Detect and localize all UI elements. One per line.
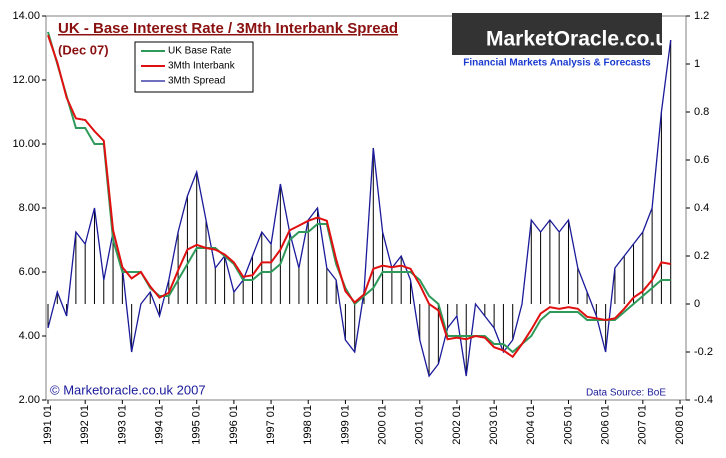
chart-subtitle: (Dec 07)	[58, 42, 109, 57]
logo-band	[452, 55, 662, 70]
y-tick-label: 10.00	[12, 138, 40, 150]
x-tick-label: 2006 01	[600, 405, 612, 445]
y-tick-label: 6.00	[19, 266, 40, 278]
x-tick-label: 1995 01	[191, 405, 203, 445]
x-tick-label: 1997 01	[265, 405, 277, 445]
x-tick-label: 1992 01	[79, 405, 91, 445]
legend-label: 3Mth Interbank	[168, 61, 236, 72]
y2-tick-label: -0.2	[694, 346, 713, 358]
x-tick-label: 1999 01	[339, 405, 351, 445]
x-tick-label: 2005 01	[562, 405, 574, 445]
y2-tick-label: 0	[694, 298, 700, 310]
x-tick-label: 1993 01	[116, 405, 128, 445]
y2-tick-label: 1	[694, 58, 700, 70]
x-tick-label: 2004 01	[525, 405, 537, 445]
x-tick-label: 1996 01	[228, 405, 240, 445]
legend-label: 3Mth Spread	[168, 76, 225, 87]
x-tick-label: 2008 01	[674, 405, 686, 445]
y-tick-label: 14.00	[12, 10, 40, 22]
y2-tick-label: 0.4	[694, 202, 709, 214]
x-tick-label: 1991 01	[42, 405, 54, 445]
copyright: © Marketoracle.co.uk 2007	[50, 382, 206, 397]
y-tick-label: 12.00	[12, 74, 40, 86]
x-tick-label: 2007 01	[637, 405, 649, 445]
x-tick-label: 2001 01	[414, 405, 426, 445]
y-tick-label: 4.00	[19, 330, 40, 342]
y2-tick-label: 1.2	[694, 10, 709, 22]
series-line	[47, 34, 671, 359]
x-tick-label: 1998 01	[302, 405, 314, 445]
y2-tick-label: 0.2	[694, 250, 709, 262]
y2-tick-label: -0.4	[694, 394, 713, 406]
x-tick-label: 1994 01	[153, 405, 165, 445]
x-tick-label: 2003 01	[488, 405, 500, 445]
logo-name: MarketOracle.co.uk	[486, 28, 680, 51]
source-note: Data Source: BoE	[586, 388, 666, 399]
chart-title: UK - Base Interest Rate / 3Mth Interbank…	[58, 20, 398, 37]
spread-line	[47, 39, 672, 378]
x-tick-label: 2002 01	[451, 405, 463, 445]
y2-tick-label: 0.6	[694, 154, 709, 166]
logo-tagline: Financial Markets Analysis & Forecasts	[463, 58, 651, 69]
y2-tick-label: 0.8	[694, 106, 709, 118]
y-tick-label: 8.00	[19, 202, 40, 214]
legend-label: UK Base Rate	[168, 46, 232, 57]
x-tick-label: 2000 01	[376, 405, 388, 445]
y-tick-label: 2.00	[19, 394, 40, 406]
